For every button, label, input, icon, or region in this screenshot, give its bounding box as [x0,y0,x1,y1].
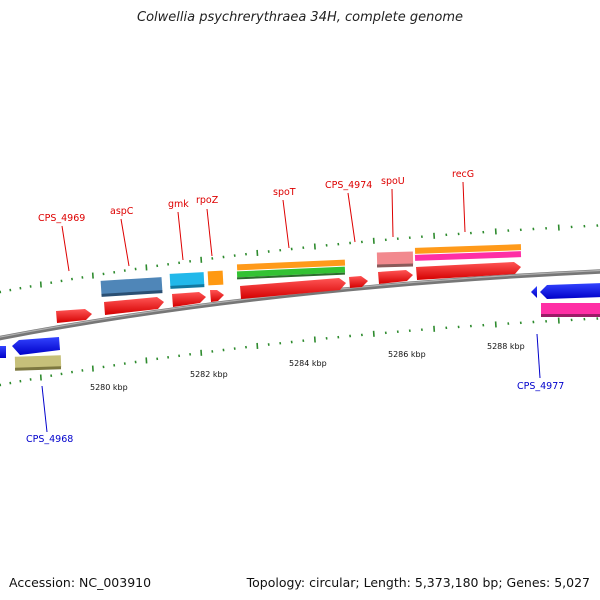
gene-CPS_4969-arrow[interactable] [56,309,92,323]
label-CPS_4977[interactable]: CPS_4977 [517,381,564,392]
aspC-annotation-block[interactable] [100,277,163,295]
leader-spoT [282,199,290,249]
rpoZ-annotation-block[interactable] [207,270,224,286]
spoU-annotation-shadow [376,263,414,268]
forward-label-leaders [61,181,466,272]
gmk-annotation-block[interactable] [169,272,205,287]
recG-annotation-orange[interactable] [414,244,522,254]
leader-CPS_4969 [61,225,70,272]
leader-aspC [120,218,130,267]
label-aspC[interactable]: aspC [110,206,134,217]
gene-recG-arrow[interactable] [416,262,521,280]
label-spoU[interactable]: spoU [381,176,405,187]
CPS_4977-annotation-block[interactable] [541,303,600,315]
spoU-annotation-block[interactable] [376,251,414,266]
label-recG[interactable]: recG [452,169,474,180]
CPS_4968-annotation-block[interactable] [14,355,62,369]
forward-gene-labels: CPS_4969 aspC gmk rpoZ spoT CPS_4974 spo… [38,169,474,224]
tick-label-5286kbp: 5286 kbp [388,350,426,359]
gene-left-edge-block[interactable] [0,346,6,358]
map-title: Colwellia psychrerythraea 34H, complete … [137,10,463,25]
reverse-genes [0,283,600,371]
gmk-annotation-shadow [170,284,205,289]
gene-aspC-arrow[interactable] [104,297,164,315]
forward-annotation-blocks [100,244,522,297]
genome-backbone [0,269,600,341]
gene-spoU-arrow[interactable] [378,270,413,284]
gene-CPS_4968-arrow[interactable] [12,337,60,355]
label-gmk[interactable]: gmk [168,199,189,210]
tick-label-5282kbp: 5282 kbp [190,370,228,379]
gene-CPS_4974-arrow[interactable] [349,276,368,288]
label-rpoZ[interactable]: rpoZ [196,195,219,206]
label-CPS_4969[interactable]: CPS_4969 [38,213,85,224]
gene-CPS_4977-arrow[interactable] [540,283,600,299]
label-CPS_4968[interactable]: CPS_4968 [26,434,73,445]
CPS_4977-annotation-shadow [541,314,600,317]
tick-label-5280kbp: 5280 kbp [90,383,128,392]
accession-text: Accession: NC_003910 [9,575,152,590]
tick-label-5288kbp: 5288 kbp [487,342,525,351]
recG-annotation-magenta[interactable] [414,251,522,261]
label-spoT[interactable]: spoT [273,187,296,198]
leader-gmk [177,211,184,261]
leader-recG [462,181,466,233]
genome-backbone-highlight [0,269,600,338]
leader-spoU [391,188,394,238]
leader-CPS_4974 [347,192,356,243]
aspC-annotation-shadow [101,290,163,297]
gene-right-edge-small-arrow[interactable] [531,286,537,298]
spoT-annotation-orange[interactable] [236,259,346,271]
gene-rpoZ-arrow[interactable] [210,290,224,302]
CPS_4968-annotation-shadow [14,366,62,371]
reverse-gene-labels: CPS_4968 CPS_4977 [26,381,564,445]
tick-label-5284kbp: 5284 kbp [289,359,327,368]
leader-CPS_4968 [41,385,48,433]
forward-genes [56,262,521,323]
upper-tick-row [0,224,599,294]
gene-spoT-arrow[interactable] [240,278,346,299]
reverse-label-leaders [41,333,541,433]
gene-gmk-arrow[interactable] [172,292,206,307]
leader-CPS_4977 [536,333,541,379]
lower-tick-row [0,317,599,387]
genome-summary-text: Topology: circular; Length: 5,373,180 bp… [246,575,590,590]
label-CPS_4974[interactable]: CPS_4974 [325,180,372,191]
leader-rpoZ [206,208,213,257]
spoT-annotation-shadow [237,272,345,280]
spoT-annotation-green[interactable] [236,266,346,278]
